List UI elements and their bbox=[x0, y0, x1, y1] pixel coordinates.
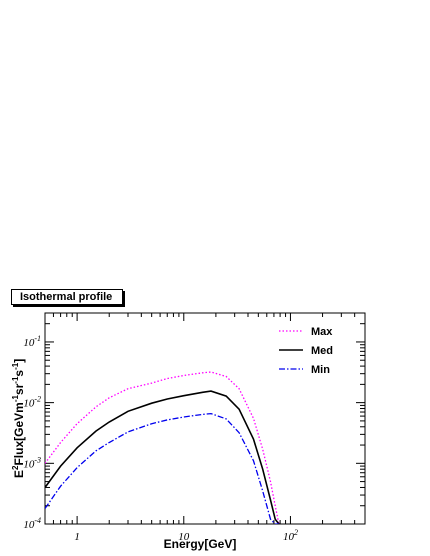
y-axis-label: E2Flux[GeVm-1sr-1s-1] bbox=[11, 359, 26, 478]
axis-ticks bbox=[44, 313, 366, 525]
x-tick-label: 10 bbox=[178, 531, 190, 543]
x-axis-label: Energy[GeV] bbox=[164, 537, 237, 551]
series-line-med bbox=[45, 390, 280, 524]
legend-label-min: Min bbox=[311, 364, 330, 376]
y-tick-label: 10-1 bbox=[23, 334, 41, 349]
series-line-max bbox=[45, 371, 280, 524]
chart-title: Isothermal profile bbox=[20, 291, 113, 303]
series-layer bbox=[45, 371, 280, 524]
y-tick-label: 10-4 bbox=[23, 516, 41, 531]
legend-label-med: Med bbox=[311, 345, 333, 357]
legend-label-max: Max bbox=[311, 326, 333, 338]
legend: Max Med Min bbox=[279, 326, 333, 376]
chart-title-box: Isothermal profile bbox=[11, 289, 123, 305]
plot-frame bbox=[44, 312, 366, 525]
x-tick-label: 102 bbox=[283, 528, 298, 543]
series-line-min bbox=[45, 412, 279, 524]
axis-labels: 1 10 10210-410-310-210-1Energy[GeV]E2Flux[… bbox=[11, 334, 298, 551]
x-tick-label: 1 bbox=[74, 531, 80, 543]
